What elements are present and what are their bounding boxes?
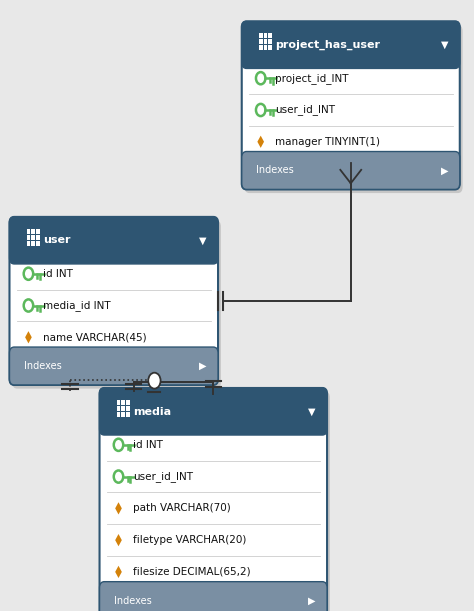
Bar — [264, 33, 267, 38]
Polygon shape — [115, 534, 122, 546]
Bar — [268, 45, 272, 50]
Bar — [259, 45, 263, 50]
Bar — [259, 39, 263, 44]
Text: ▼: ▼ — [441, 40, 448, 50]
Bar — [251, 158, 450, 170]
Bar — [264, 39, 267, 44]
FancyBboxPatch shape — [102, 392, 330, 611]
Text: user: user — [43, 235, 70, 246]
Text: filetype VARCHAR(20): filetype VARCHAR(20) — [133, 535, 246, 545]
Bar — [31, 241, 35, 246]
FancyBboxPatch shape — [100, 388, 327, 611]
Text: id INT: id INT — [133, 440, 163, 450]
Bar — [27, 235, 30, 240]
Text: ▼: ▼ — [199, 235, 207, 246]
Text: Indexes: Indexes — [114, 596, 152, 606]
Polygon shape — [257, 136, 264, 148]
FancyBboxPatch shape — [242, 21, 460, 189]
Bar — [126, 406, 130, 411]
Circle shape — [148, 373, 161, 389]
Text: media: media — [133, 406, 171, 417]
Text: Indexes: Indexes — [24, 361, 62, 371]
Bar — [109, 412, 318, 429]
Bar — [31, 229, 35, 233]
Text: filesize DECIMAL(65,2): filesize DECIMAL(65,2) — [133, 567, 250, 577]
Text: project_id_INT: project_id_INT — [275, 73, 348, 84]
Bar — [121, 412, 125, 417]
FancyBboxPatch shape — [242, 21, 460, 68]
Bar — [121, 400, 125, 404]
FancyBboxPatch shape — [100, 582, 327, 611]
Polygon shape — [25, 331, 32, 343]
Bar — [117, 412, 120, 417]
Bar — [31, 235, 35, 240]
Text: Indexes: Indexes — [256, 166, 294, 175]
FancyBboxPatch shape — [242, 152, 460, 189]
Text: path VARCHAR(70): path VARCHAR(70) — [133, 503, 230, 513]
FancyBboxPatch shape — [9, 217, 218, 385]
Bar — [121, 406, 125, 411]
Bar — [117, 406, 120, 411]
Bar — [27, 241, 30, 246]
Polygon shape — [115, 566, 122, 578]
Bar — [36, 241, 40, 246]
Bar — [117, 400, 120, 404]
FancyBboxPatch shape — [9, 347, 218, 385]
Bar — [126, 400, 130, 404]
Text: manager TINYINT(1): manager TINYINT(1) — [275, 137, 380, 147]
FancyBboxPatch shape — [245, 25, 463, 193]
FancyBboxPatch shape — [100, 388, 327, 435]
Bar — [264, 45, 267, 50]
Polygon shape — [115, 502, 122, 514]
Text: media_id INT: media_id INT — [43, 300, 110, 311]
Bar — [36, 229, 40, 233]
Text: ▶: ▶ — [199, 361, 207, 371]
Bar — [19, 353, 209, 366]
Bar — [259, 33, 263, 38]
Bar — [36, 235, 40, 240]
Bar — [268, 33, 272, 38]
FancyBboxPatch shape — [9, 217, 218, 264]
Bar — [109, 588, 318, 601]
Text: project_has_user: project_has_user — [275, 40, 380, 50]
Bar — [251, 45, 450, 62]
Text: user_id_INT: user_id_INT — [275, 104, 335, 115]
Text: ▶: ▶ — [308, 596, 316, 606]
Text: user_id_INT: user_id_INT — [133, 471, 193, 482]
Bar — [126, 412, 130, 417]
Text: ▼: ▼ — [308, 406, 316, 417]
Bar — [268, 39, 272, 44]
FancyBboxPatch shape — [12, 221, 221, 389]
Text: name VARCHAR(45): name VARCHAR(45) — [43, 332, 146, 342]
Bar — [19, 241, 209, 258]
Text: ▶: ▶ — [441, 166, 448, 175]
Text: id INT: id INT — [43, 269, 73, 279]
Bar — [27, 229, 30, 233]
